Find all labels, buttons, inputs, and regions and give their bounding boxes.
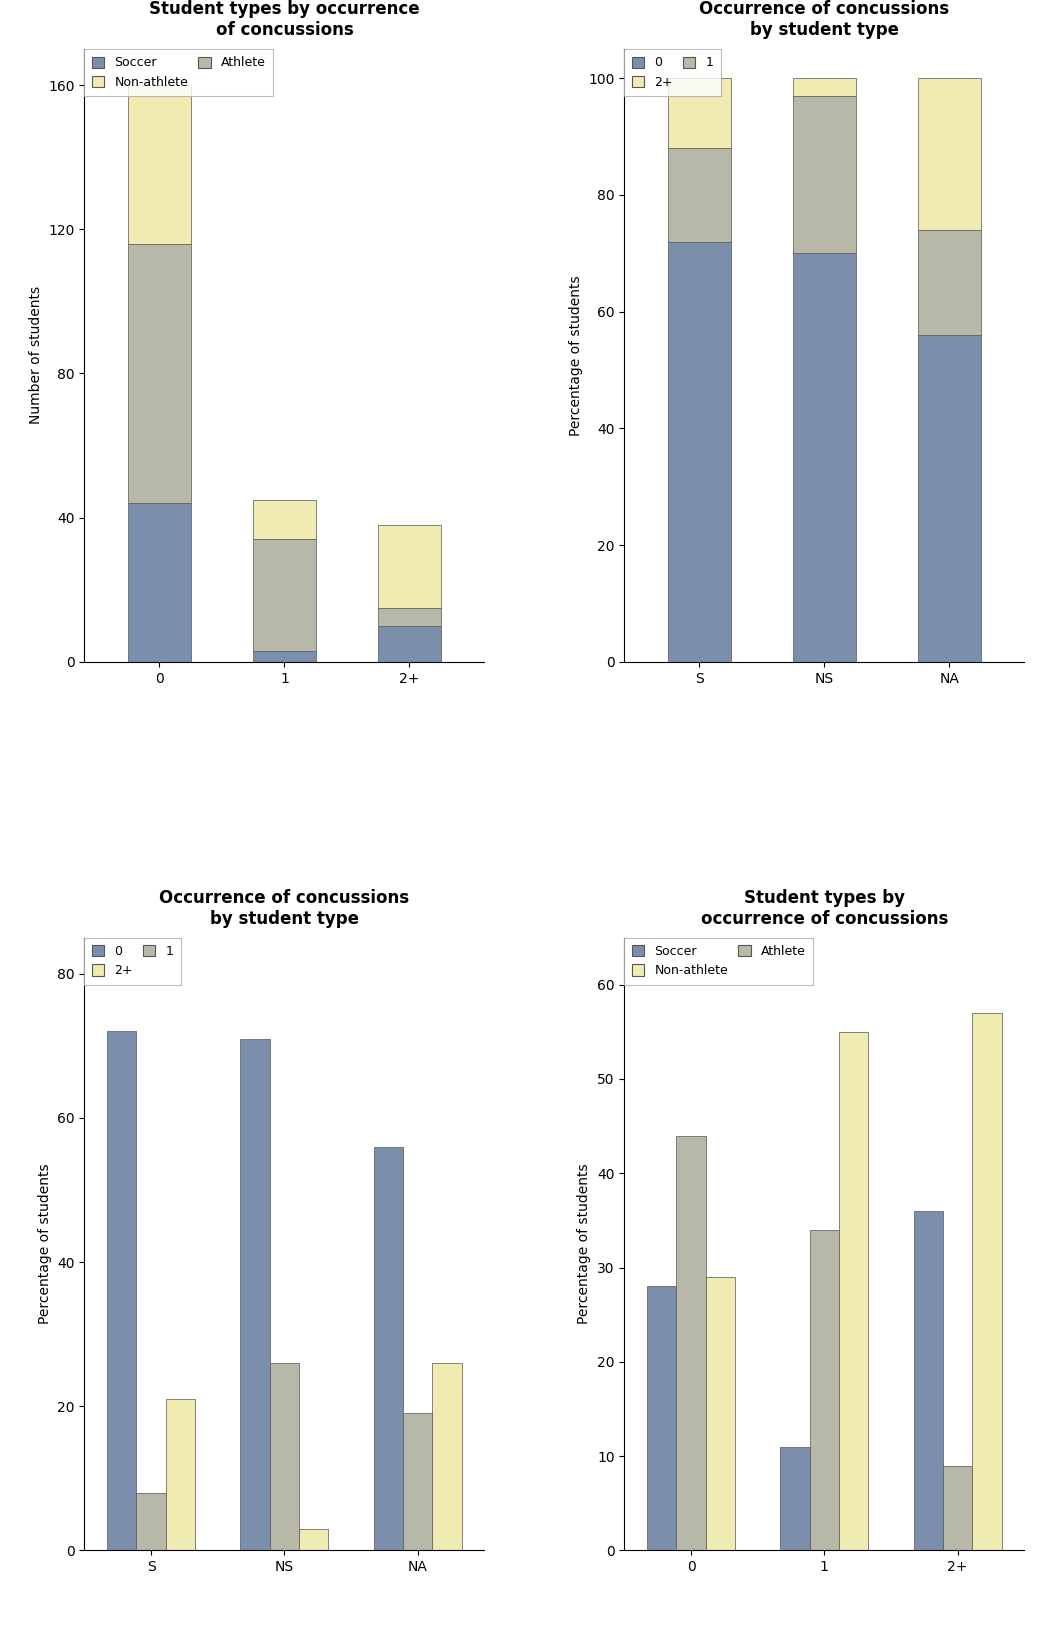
Bar xyxy=(668,78,731,149)
Legend: 0, 2+, 1: 0, 2+, 1 xyxy=(84,937,181,984)
Bar xyxy=(918,230,981,335)
Bar xyxy=(793,96,855,253)
Bar xyxy=(374,1147,403,1550)
Y-axis label: Percentage of students: Percentage of students xyxy=(569,276,583,436)
Bar xyxy=(128,503,191,663)
Bar xyxy=(136,1493,166,1550)
Bar xyxy=(378,526,440,607)
Bar xyxy=(128,85,191,243)
Bar xyxy=(432,1363,461,1550)
Bar xyxy=(403,1413,432,1550)
Bar xyxy=(918,78,981,230)
Bar xyxy=(128,243,191,503)
Bar xyxy=(107,1031,136,1550)
Bar xyxy=(705,1276,735,1550)
Bar xyxy=(378,625,440,663)
Bar xyxy=(299,1529,328,1550)
Legend: Soccer, Non-athlete, Athlete: Soccer, Non-athlete, Athlete xyxy=(84,49,274,96)
Bar xyxy=(780,1446,810,1550)
Legend: Soccer, Non-athlete, Athlete: Soccer, Non-athlete, Athlete xyxy=(624,937,813,984)
Bar xyxy=(668,149,731,242)
Bar xyxy=(918,335,981,663)
Title: Student types by occurrence
of concussions: Student types by occurrence of concussio… xyxy=(149,0,419,39)
Bar xyxy=(840,1031,868,1550)
Bar xyxy=(973,1013,1002,1550)
Bar xyxy=(269,1363,299,1550)
Y-axis label: Percentage of students: Percentage of students xyxy=(578,1164,591,1324)
Y-axis label: Percentage of students: Percentage of students xyxy=(38,1164,52,1324)
Bar xyxy=(253,539,316,651)
Y-axis label: Number of students: Number of students xyxy=(29,286,42,424)
Bar xyxy=(647,1286,677,1550)
Title: Occurrence of concussions
by student type: Occurrence of concussions by student typ… xyxy=(699,0,949,39)
Bar xyxy=(913,1211,943,1550)
Bar xyxy=(793,78,855,96)
Bar xyxy=(810,1231,840,1550)
Bar xyxy=(943,1466,973,1550)
Bar xyxy=(668,242,731,663)
Legend: 0, 2+, 1: 0, 2+, 1 xyxy=(624,49,721,96)
Bar xyxy=(378,607,440,625)
Bar xyxy=(166,1399,195,1550)
Bar xyxy=(241,1038,269,1550)
Bar xyxy=(677,1136,705,1550)
Bar xyxy=(793,253,855,663)
Title: Student types by
occurrence of concussions: Student types by occurrence of concussio… xyxy=(701,889,948,927)
Title: Occurrence of concussions
by student type: Occurrence of concussions by student typ… xyxy=(159,889,410,927)
Bar xyxy=(253,651,316,663)
Bar xyxy=(253,499,316,539)
